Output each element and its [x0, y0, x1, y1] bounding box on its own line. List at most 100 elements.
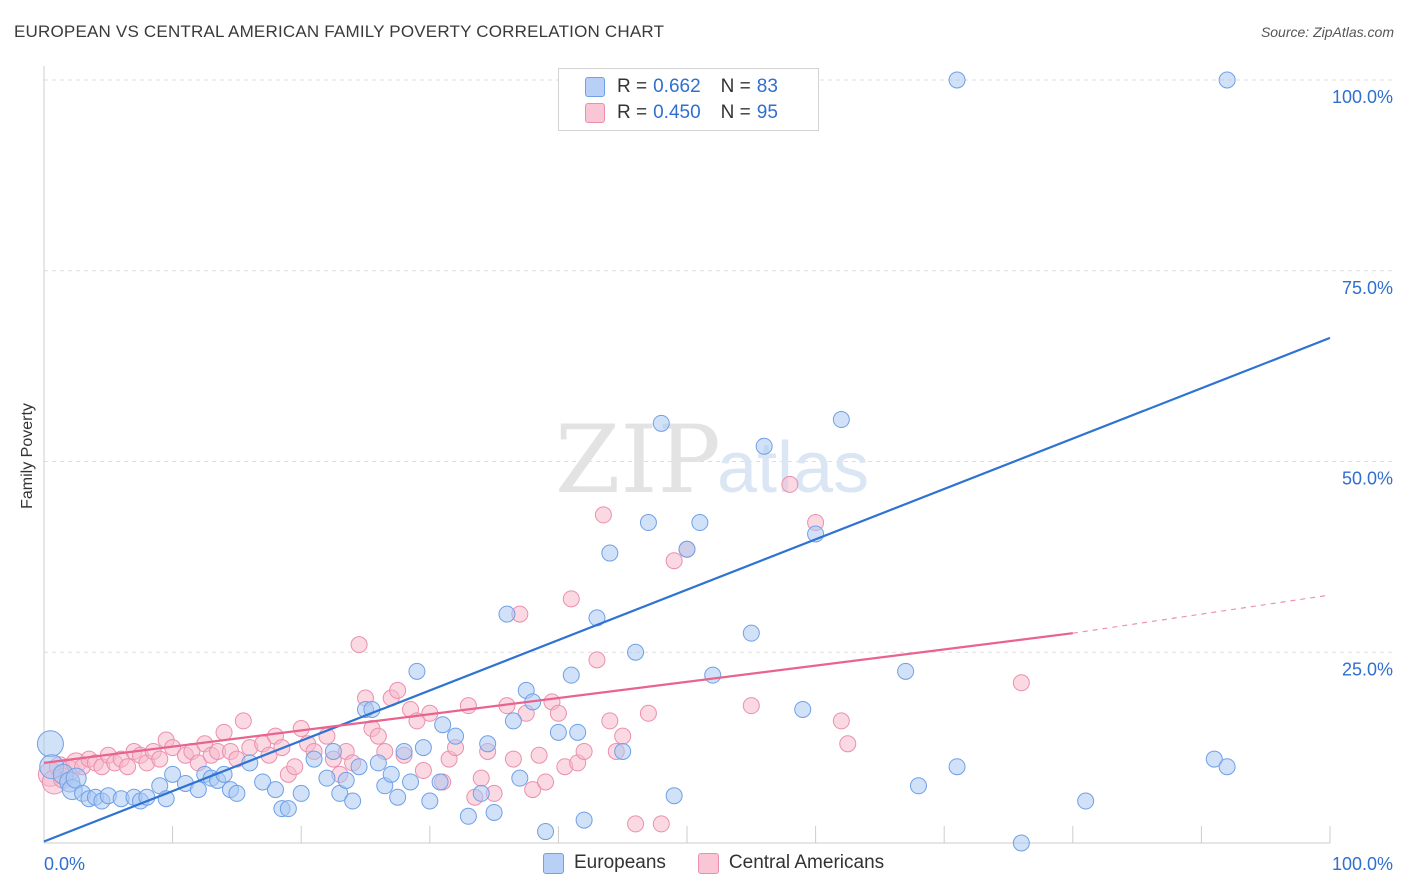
europeans-point	[337, 771, 355, 789]
r-value: 0.450	[653, 102, 701, 123]
europeans-point	[305, 750, 323, 768]
central-americans-point	[504, 750, 522, 768]
watermark-zip: ZIP	[555, 406, 721, 515]
europeans-point	[292, 784, 310, 802]
central-americans-point	[530, 746, 548, 764]
central-americans-point	[472, 769, 490, 787]
europeans-point	[794, 700, 812, 718]
central-americans-point	[286, 758, 304, 776]
legend-item-europeans[interactable]: Europeans	[543, 852, 666, 874]
grid-lines	[44, 79, 1394, 653]
legend-label-europeans: Europeans	[574, 852, 666, 873]
central-americans-point	[389, 681, 407, 699]
europeans-point	[414, 739, 432, 757]
europeans-point	[742, 624, 760, 642]
europeans-point	[266, 781, 284, 799]
europeans-point	[485, 803, 503, 821]
stats-row-europeans: R = 0.662 N = 83	[585, 74, 778, 100]
europeans-point	[498, 605, 516, 623]
n-value: 83	[756, 76, 778, 97]
y-tick-label: 75.0%	[1342, 278, 1393, 298]
legend-item-central-americans[interactable]: Central Americans	[697, 852, 885, 874]
stats-legend: R = 0.662 N = 83 R = 0.450 N = 95	[558, 68, 819, 131]
y-tick-label: 100.0%	[1332, 87, 1393, 107]
central-americans-point	[639, 704, 657, 722]
x-tick-label: 100.0%	[1332, 854, 1393, 874]
europeans-point	[164, 765, 182, 783]
europeans-point	[909, 777, 927, 795]
europeans-point	[627, 643, 645, 661]
chart-title: EUROPEAN VS CENTRAL AMERICAN FAMILY POVE…	[14, 22, 665, 41]
central-americans-point	[781, 475, 799, 493]
central-americans-point	[614, 727, 632, 745]
europeans-swatch	[585, 77, 605, 97]
r-label: R =	[617, 102, 648, 123]
europeans-point	[639, 514, 657, 532]
tick-labels: 25.0% 50.0% 75.0% 100.0% 0.0% 100.0%	[44, 87, 1393, 874]
central-americans-point	[627, 815, 645, 833]
europeans-point	[369, 754, 387, 772]
n-label: N =	[720, 102, 751, 123]
europeans-point	[704, 666, 722, 684]
central-americans-point	[588, 651, 606, 669]
central-americans-point	[1012, 674, 1030, 692]
trend-lines	[43, 336, 1331, 843]
central-americans-point	[839, 735, 857, 753]
europeans-point	[434, 716, 452, 734]
central-americans-point	[665, 552, 683, 570]
europeans-point	[511, 769, 529, 787]
europeans-point	[691, 514, 709, 532]
n-value: 95	[756, 102, 778, 123]
europeans-point	[897, 662, 915, 680]
n-label: N =	[720, 76, 751, 97]
europeans-point	[678, 540, 696, 558]
central-americans-swatch	[585, 103, 605, 123]
r-value: 0.662	[653, 76, 701, 97]
europeans-point	[1205, 750, 1223, 768]
central-americans-point	[350, 636, 368, 654]
central-americans-point	[119, 758, 137, 776]
central-americans-point	[215, 723, 233, 741]
europeans-point	[431, 773, 449, 791]
central-americans-point	[151, 750, 169, 768]
central-americans-point	[459, 697, 477, 715]
europeans-point	[832, 411, 850, 429]
europeans-point	[575, 811, 593, 829]
europeans-point	[402, 773, 420, 791]
legend-label-central-americans: Central Americans	[728, 852, 885, 873]
europeans-point	[318, 769, 336, 787]
axes	[43, 66, 1331, 844]
central-americans-legend-swatch	[697, 852, 719, 874]
europeans-point	[614, 742, 632, 760]
central-americans-point	[575, 742, 593, 760]
central-americans-point	[292, 720, 310, 738]
r-label: R =	[617, 76, 648, 97]
europeans-point	[549, 723, 567, 741]
europeans-point	[254, 773, 272, 791]
europeans-point	[652, 414, 670, 432]
europeans-point	[537, 823, 555, 841]
europeans-point	[1012, 834, 1030, 852]
central-americans-point	[549, 704, 567, 722]
central-americans-point	[601, 712, 619, 730]
stats-row-central-americans: R = 0.450 N = 95	[585, 100, 778, 126]
europeans-point	[344, 792, 362, 810]
central-americans-point	[234, 712, 252, 730]
central-americans-point	[524, 781, 542, 799]
watermark-atlas: atlas	[717, 428, 869, 508]
europeans-point	[601, 544, 619, 562]
europeans-point	[324, 742, 342, 760]
europeans-legend-swatch	[543, 852, 564, 874]
central-americans-point	[594, 506, 612, 524]
europeans-point	[408, 662, 426, 680]
y-tick-label: 25.0%	[1342, 659, 1393, 679]
europeans-point	[421, 792, 439, 810]
central-americans-point	[742, 697, 760, 715]
central-americans-point	[537, 773, 555, 791]
europeans-point	[948, 758, 966, 776]
europeans-point	[665, 787, 683, 805]
europeans-point	[1218, 758, 1236, 776]
europeans-point	[472, 784, 490, 802]
europeans-point	[504, 712, 522, 730]
